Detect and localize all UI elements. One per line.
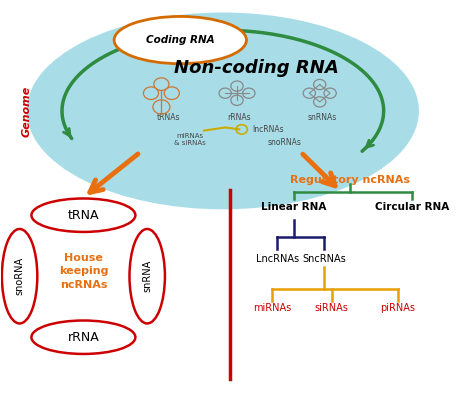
Ellipse shape <box>2 229 37 324</box>
Text: snoRNA: snoRNA <box>15 257 25 295</box>
Text: snRNA: snRNA <box>142 260 152 292</box>
Text: miRNAs: miRNAs <box>253 303 292 313</box>
Text: LncRNAs: LncRNAs <box>255 254 299 263</box>
Text: Coding RNA: Coding RNA <box>146 35 215 45</box>
Text: snoRNAs: snoRNAs <box>267 139 301 147</box>
Ellipse shape <box>114 17 246 64</box>
Text: tRNA: tRNA <box>68 209 99 222</box>
Text: siRNAs: siRNAs <box>315 303 348 313</box>
Text: piRNAs: piRNAs <box>380 303 415 313</box>
Text: miRNAs
& siRNAs: miRNAs & siRNAs <box>174 133 206 145</box>
Ellipse shape <box>129 229 165 324</box>
Text: Linear RNA: Linear RNA <box>261 202 327 213</box>
Text: Circular RNA: Circular RNA <box>375 202 449 213</box>
Text: snRNAs: snRNAs <box>308 113 337 122</box>
Ellipse shape <box>31 320 136 354</box>
Text: Non-coding RNA: Non-coding RNA <box>173 58 338 77</box>
Text: rRNA: rRNA <box>67 331 99 344</box>
Text: Genome: Genome <box>22 85 32 137</box>
Text: SncRNAs: SncRNAs <box>302 254 346 263</box>
Text: House
keeping
ncRNAs: House keeping ncRNAs <box>59 253 108 290</box>
Text: tRNAs: tRNAs <box>157 113 180 122</box>
Text: lncRNAs: lncRNAs <box>252 125 283 134</box>
Ellipse shape <box>27 13 419 209</box>
Ellipse shape <box>31 198 136 232</box>
Text: rRNAs: rRNAs <box>228 113 251 122</box>
Text: Regulatory ncRNAs: Regulatory ncRNAs <box>291 175 410 185</box>
